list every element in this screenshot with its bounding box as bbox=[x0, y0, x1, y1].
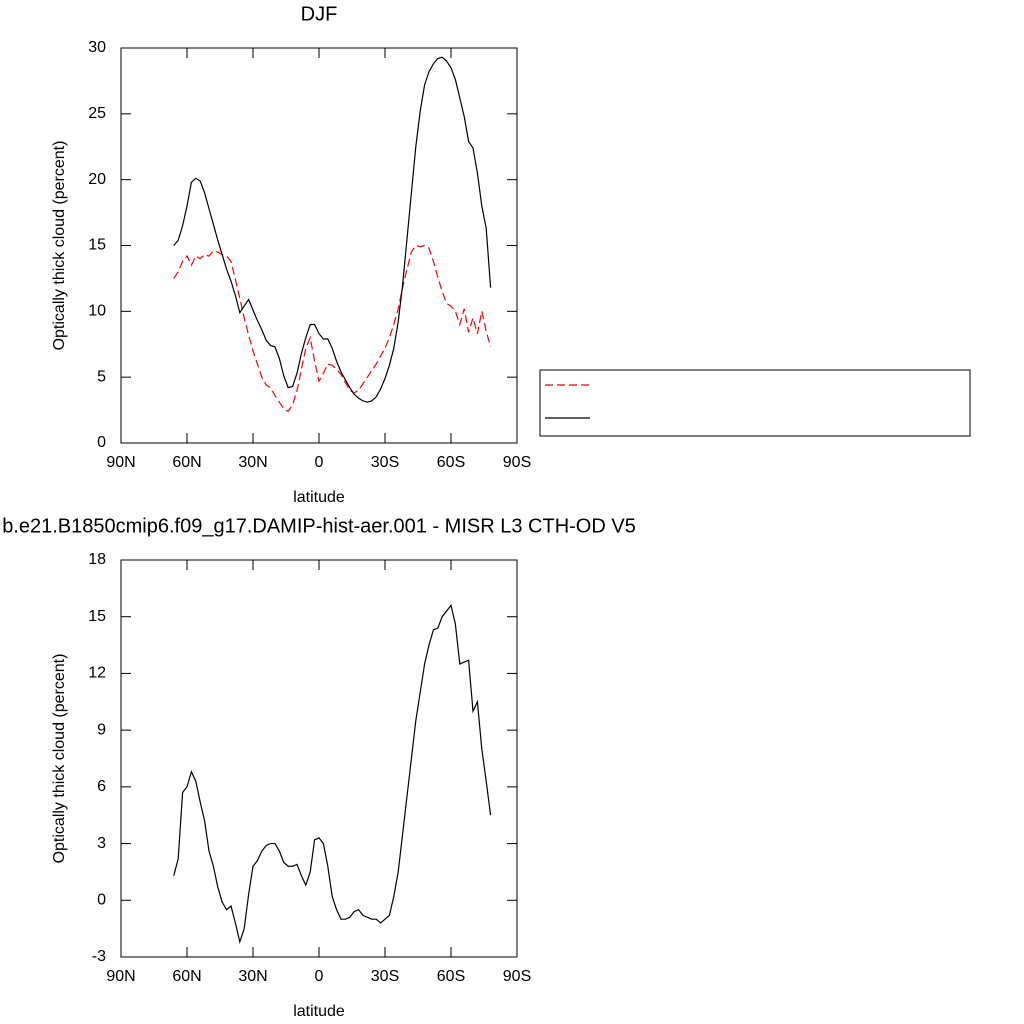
x-tick-label: 0 bbox=[315, 968, 324, 985]
x-tick-label: 0 bbox=[315, 454, 324, 471]
y-tick-label: 5 bbox=[97, 368, 106, 385]
y-tick-label: 0 bbox=[97, 434, 106, 451]
x-tick-label: 60S bbox=[437, 454, 465, 471]
y-tick-label: 15 bbox=[88, 237, 106, 254]
x-tick-label: 90N bbox=[106, 454, 135, 471]
x-tick-label: 90S bbox=[503, 454, 531, 471]
x-axis-label: latitude bbox=[293, 1003, 345, 1020]
y-tick-label: -3 bbox=[92, 948, 106, 965]
x-tick-label: 30N bbox=[238, 454, 267, 471]
y-tick-label: 12 bbox=[88, 665, 106, 682]
y-tick-label: 0 bbox=[97, 892, 106, 909]
y-tick-label: 9 bbox=[97, 721, 106, 738]
x-tick-label: 60S bbox=[437, 968, 465, 985]
legend-box bbox=[539, 369, 971, 437]
x-tick-label: 30S bbox=[371, 968, 399, 985]
y-axis-label: Optically thick cloud (percent) bbox=[51, 141, 68, 351]
x-tick-label: 30N bbox=[238, 968, 267, 985]
y-tick-label: 6 bbox=[97, 778, 106, 795]
y-tick-label: 30 bbox=[88, 39, 106, 56]
x-tick-label: 90S bbox=[503, 968, 531, 985]
chart-title: b.e21.B1850cmip6.f09_g17.DAMIP-hist-aer.… bbox=[2, 515, 636, 537]
y-tick-label: 15 bbox=[88, 608, 106, 625]
y-tick-label: 10 bbox=[88, 303, 106, 320]
x-tick-label: 30S bbox=[371, 454, 399, 471]
x-tick-label: 60N bbox=[172, 968, 201, 985]
x-tick-label: 60N bbox=[172, 454, 201, 471]
y-tick-label: 18 bbox=[88, 551, 106, 568]
data-line bbox=[173, 56, 492, 403]
y-axis-label: Optically thick cloud (percent) bbox=[51, 654, 68, 864]
y-tick-label: 20 bbox=[88, 171, 106, 188]
x-axis-label: latitude bbox=[293, 489, 345, 506]
y-tick-label: 3 bbox=[97, 835, 106, 852]
plot-frame bbox=[120, 559, 518, 958]
data-line bbox=[173, 244, 492, 413]
x-tick-label: 90N bbox=[106, 968, 135, 985]
data-line bbox=[173, 604, 492, 945]
y-tick-label: 25 bbox=[88, 105, 106, 122]
plot-frame bbox=[120, 47, 518, 444]
chart-title: DJF bbox=[301, 3, 338, 25]
